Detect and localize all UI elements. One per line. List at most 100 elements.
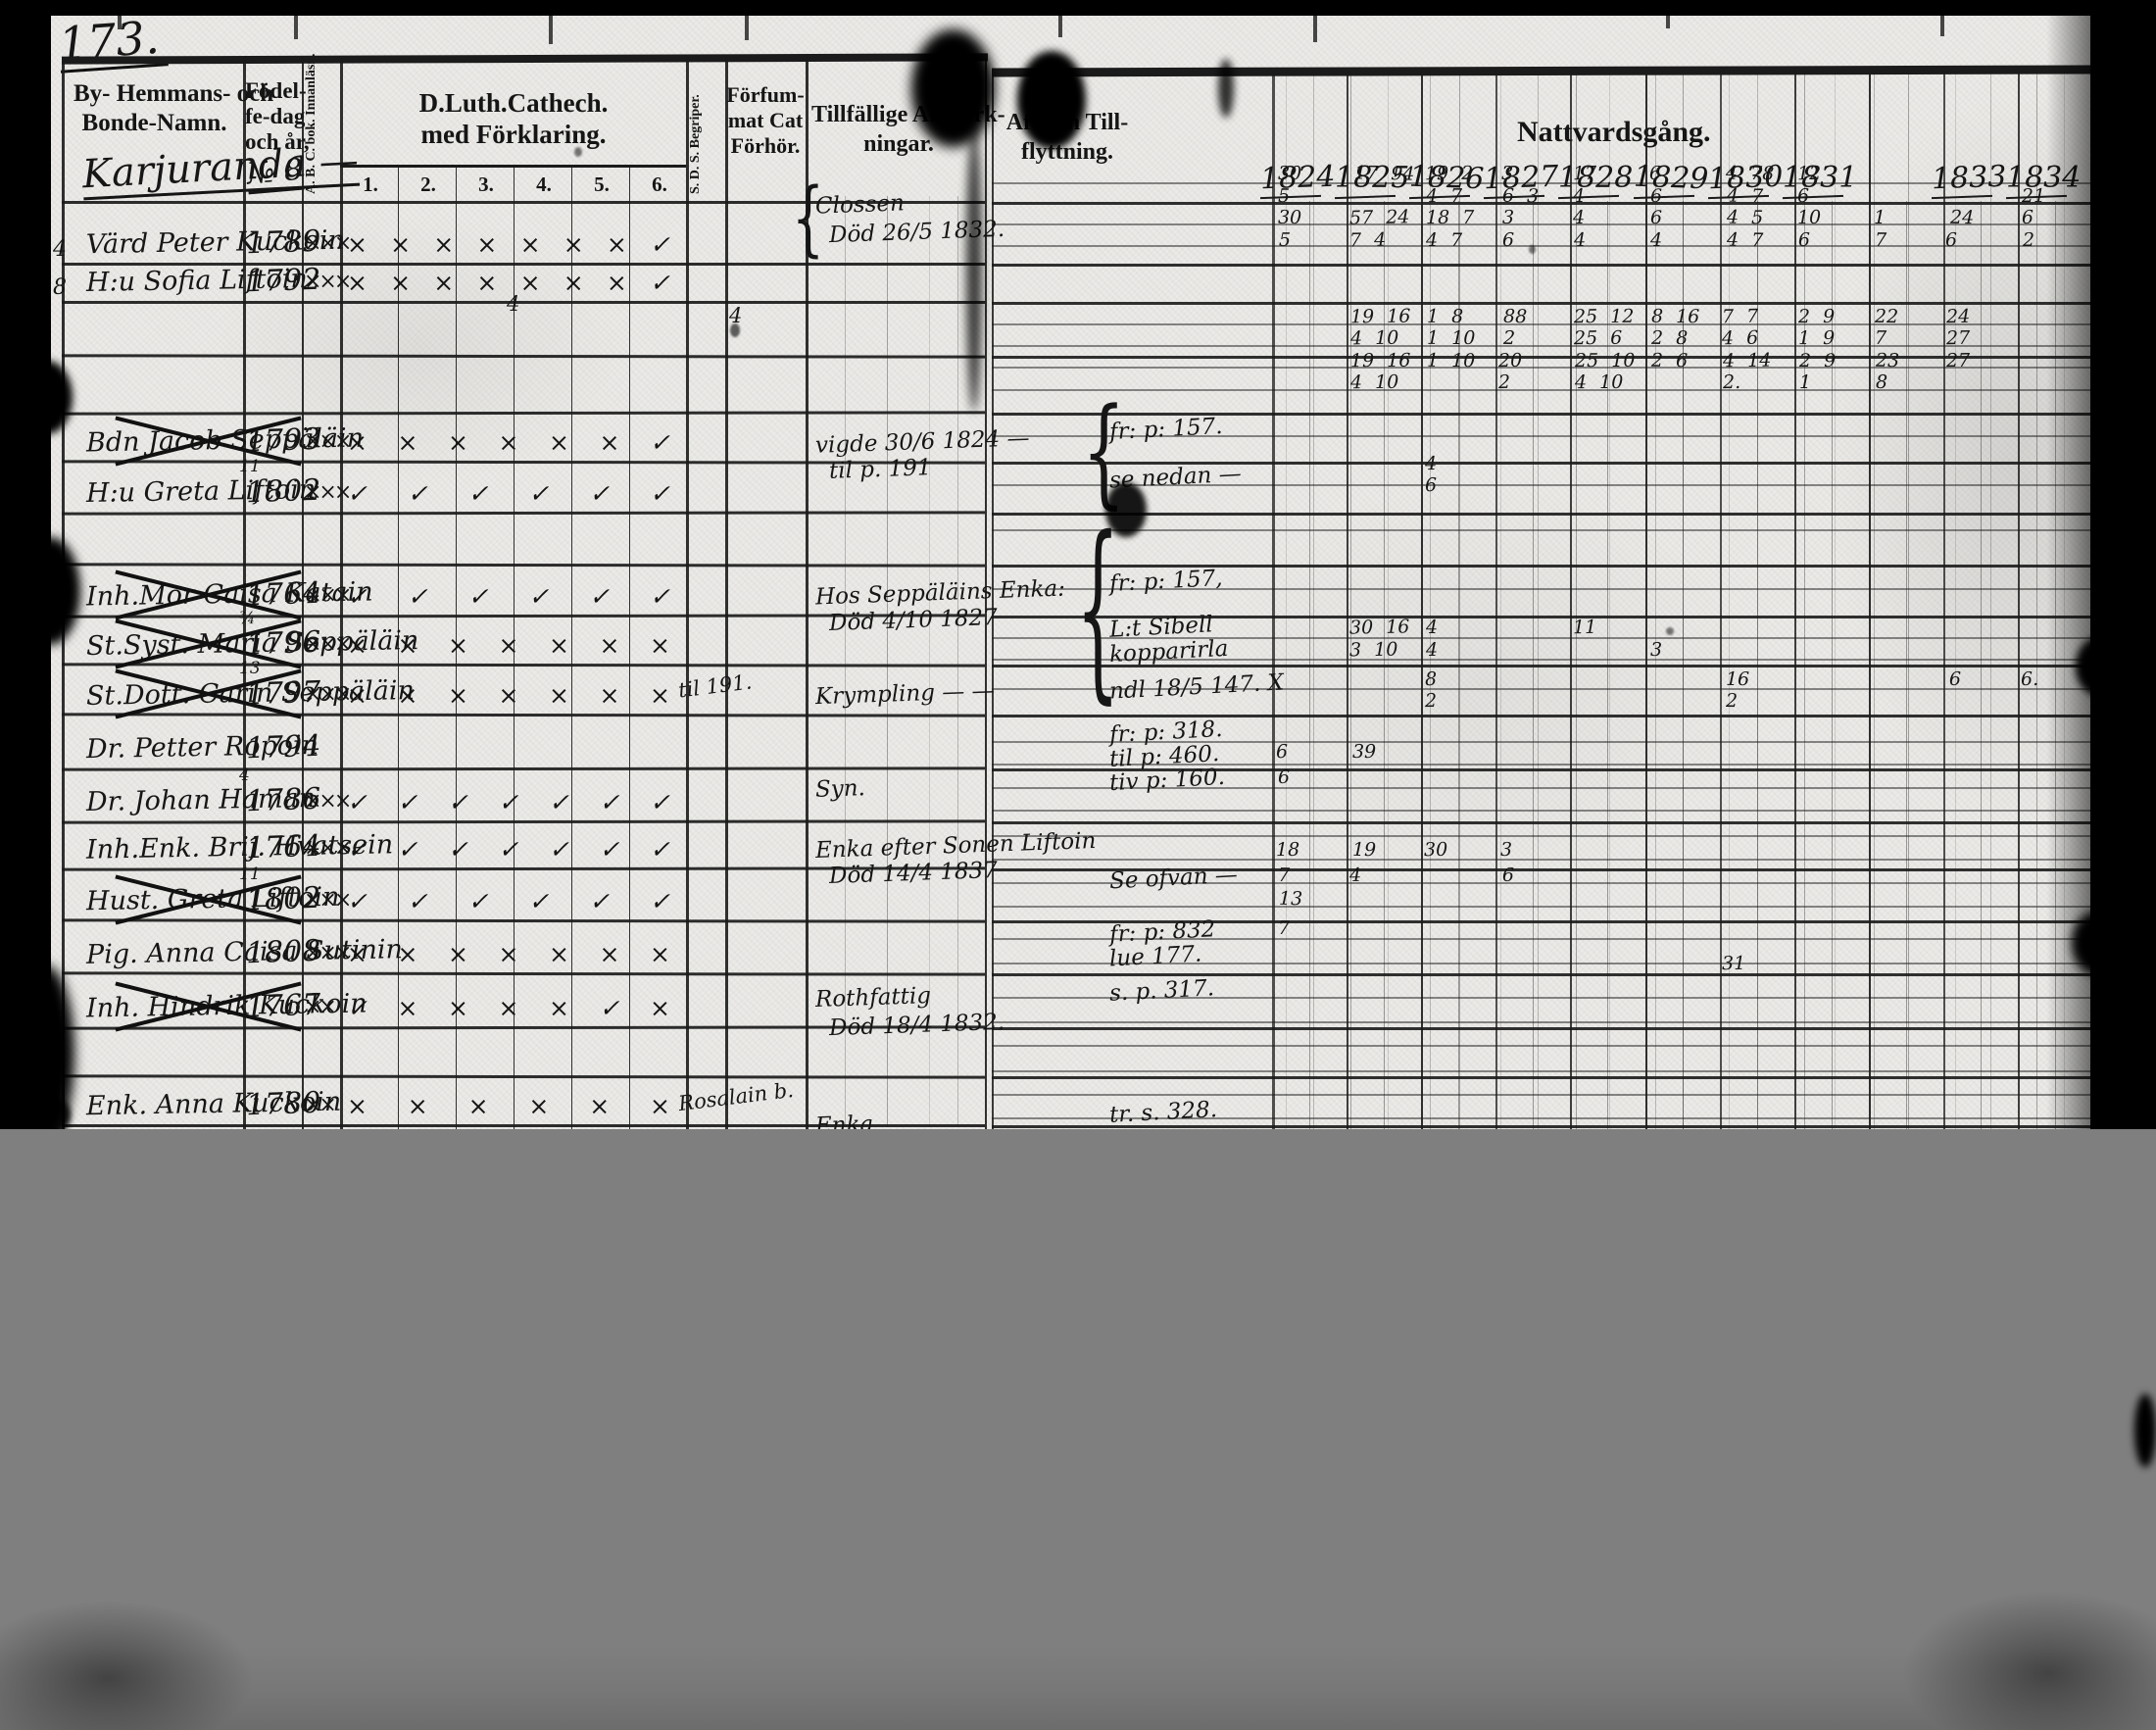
communion-cell: 6	[1501, 864, 1515, 887]
row-line	[992, 1027, 2092, 1030]
communion-cell: 3	[1649, 638, 1663, 662]
communion-cell: 2	[2022, 228, 2035, 252]
catechism-mark: ✓	[407, 479, 428, 508]
catechism-mark: ×	[397, 940, 418, 968]
catechism-mark: ×	[650, 994, 670, 1022]
catechism-mark: ×	[498, 428, 519, 457]
communion-cell: 1 10	[1426, 349, 1476, 372]
row-line	[992, 462, 2092, 465]
row-line	[62, 201, 985, 204]
catechism-mark: ✓	[397, 788, 418, 816]
scratch-line	[1757, 71, 1758, 1129]
catechism-mark: ✓	[498, 835, 519, 864]
row-abc-marks: ××	[304, 995, 337, 1019]
catechism-mark: ×	[347, 631, 368, 660]
communion-cell: 13	[1278, 887, 1303, 911]
scan-speck	[1666, 15, 1670, 28]
catechism-mark: ×	[448, 631, 468, 660]
row-subline	[992, 367, 2092, 369]
scratch-line	[1655, 71, 1656, 1129]
catechism-mark: ×	[549, 681, 569, 710]
communion-cell: 25 6	[1573, 326, 1623, 350]
column-line	[398, 167, 399, 1129]
communion-cell: 4 78	[1725, 162, 1775, 185]
year-column-midline	[1384, 201, 1385, 1129]
row-abc-marks: ×××	[304, 231, 352, 256]
row-line	[992, 302, 2092, 305]
row-line	[992, 264, 2092, 267]
communion-cell: 4 10	[1574, 371, 1624, 394]
communion-cell: 6	[1650, 185, 1663, 207]
column-line	[571, 167, 572, 1129]
column-line	[243, 57, 246, 1129]
communion-cell: 4 14	[1722, 349, 1772, 372]
header-birth-col-line1: Födel-	[245, 78, 307, 103]
communion-cell: 6	[1277, 766, 1291, 789]
catechism-mark: ×	[563, 230, 584, 259]
communion-cell: 7	[1874, 326, 1887, 350]
row-abc-marks: ×××	[304, 480, 352, 505]
communion-cell: 6	[1797, 228, 1811, 252]
remark-line: til p. 191	[828, 455, 932, 484]
header-abc-col: A. B. C. bok. Innanläsn.	[304, 53, 318, 194]
catechism-mark: ✓	[448, 835, 468, 864]
catechism-mark: ×	[347, 230, 368, 259]
row-line	[992, 202, 2092, 205]
communion-cell: 6	[1948, 667, 1962, 691]
scratch-line	[1990, 71, 1991, 1129]
row-subline	[992, 588, 2092, 590]
communion-cell: 39	[1351, 740, 1377, 764]
catechism-mark: ×	[347, 681, 368, 710]
catechism-mark: ✓	[467, 582, 489, 611]
communion-year-label: 1828	[1558, 161, 1634, 195]
communion-cell: 30	[1423, 838, 1448, 862]
paper-sheet	[51, 14, 2094, 1129]
ink-stain	[1105, 482, 1147, 537]
catechism-mark: ×	[519, 230, 541, 259]
communion-year-label: 1825	[1335, 161, 1410, 195]
header-sds-col: S. D. S. Begriper.	[688, 94, 703, 194]
communion-cell: 30	[1277, 162, 1302, 185]
communion-cell: 4 7	[1425, 184, 1463, 208]
row-birth-superscript: 4	[239, 766, 250, 785]
catechism-mark: ×	[397, 428, 418, 457]
column-line	[985, 57, 987, 1129]
row-subline	[992, 484, 2092, 486]
communion-cell: 7 7	[1721, 305, 1759, 328]
catechism-mark: ×	[347, 269, 368, 297]
row-subline	[992, 906, 2092, 908]
moving-note: lue 177.	[1108, 941, 1202, 972]
catechism-mark: ×	[448, 428, 468, 457]
row-line	[62, 1124, 985, 1127]
communion-cell: 6 3	[1501, 184, 1540, 208]
catechism-mark: ×	[599, 940, 620, 968]
row-abc-marks: ×××	[304, 583, 352, 608]
row-subline	[992, 882, 2092, 884]
catechism-subcol-label: 2.	[420, 173, 436, 196]
row-abc-marks: ×××	[304, 941, 352, 965]
catechism-mark: ✓	[589, 582, 611, 611]
communion-year-label: 1833	[1931, 159, 2007, 197]
communion-cell: 6	[1275, 740, 1289, 764]
scratch-line	[845, 196, 846, 1127]
row-subline	[992, 1021, 2092, 1023]
communion-cell: 7	[1874, 228, 1887, 252]
scan-edge-right	[2090, 0, 2156, 1129]
catechism-mark: ✓	[599, 994, 620, 1022]
catechism-mark: ✓	[649, 479, 670, 508]
communion-cell: 17 94	[1353, 162, 1415, 185]
row-birth-superscript: 11	[239, 865, 261, 884]
catechism-mark: ✓	[397, 835, 418, 864]
communion-cell: 4 6	[1721, 326, 1759, 350]
scratch-line	[1286, 71, 1287, 1129]
communion-cell: 5	[1278, 228, 1292, 252]
communion-cell: 25 10	[1574, 349, 1636, 372]
catechism-mark: ×	[448, 940, 468, 968]
row-subline	[992, 859, 2092, 861]
row-margin-mark: 8	[53, 275, 67, 300]
row-line	[992, 973, 2092, 976]
header-catechism-line2: med Förklaring.	[420, 120, 607, 149]
row-abc-marks: ×××	[304, 888, 352, 913]
catechism-mark: ×	[549, 428, 569, 457]
